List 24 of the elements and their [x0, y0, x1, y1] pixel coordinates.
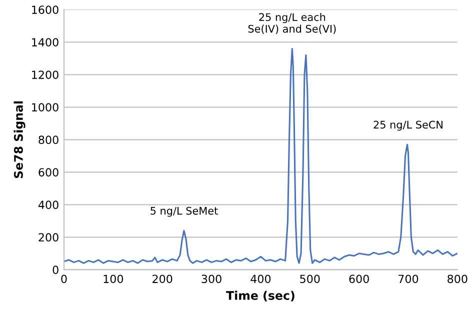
x-tick-label: 600 [349, 274, 369, 284]
annotation: 25 ng/L each Se(IV) and Se(VI) [248, 12, 336, 34]
x-axis-title: Time (sec) [226, 290, 294, 302]
x-tick-label: 400 [250, 274, 271, 284]
y-tick-label: 600 [38, 168, 58, 177]
y-tick-label: 400 [38, 200, 58, 210]
y-axis-title: Se78 Signal [14, 101, 26, 178]
annotation: 25 ng/L SeCN [374, 120, 442, 131]
y-tick-label: 0 [52, 266, 58, 274]
x-tick-label: 500 [300, 274, 320, 284]
x-tick-label: 300 [202, 274, 222, 284]
y-tick-label: 1000 [32, 103, 58, 112]
y-tick-label: 1200 [32, 70, 58, 80]
y-tick-label: 200 [38, 233, 58, 242]
y-tick-label: 1600 [32, 6, 58, 14]
annotation: 5 ng/L SeMet [150, 206, 218, 217]
x-tick-label: 800 [448, 274, 468, 284]
x-tick-label: 200 [152, 274, 172, 284]
x-tick-label: 0 [61, 274, 67, 284]
y-tick-label: 1400 [32, 38, 58, 47]
line-series [64, 48, 458, 264]
x-tick-label: 700 [398, 274, 418, 284]
y-tick-label: 800 [38, 136, 58, 144]
x-tick-label: 100 [104, 274, 124, 284]
